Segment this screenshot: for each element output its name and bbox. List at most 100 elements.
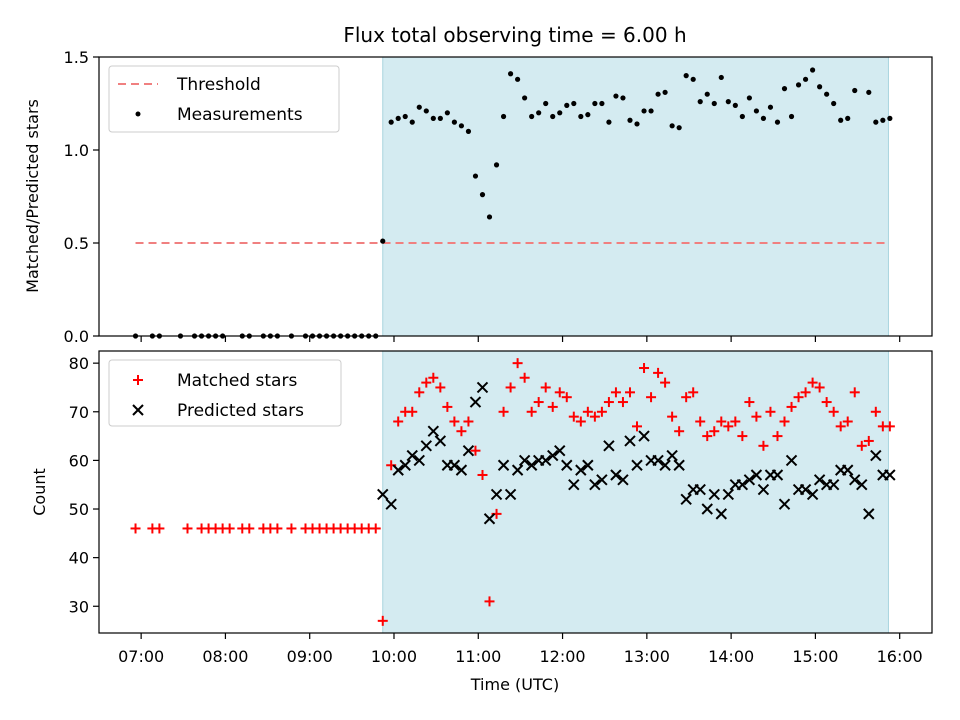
matched-point bbox=[863, 435, 874, 446]
measurement-point bbox=[515, 76, 521, 82]
predicted-point bbox=[490, 488, 503, 501]
top-y-ticks: 0.0 0.5 1.0 1.5 bbox=[64, 48, 99, 346]
measurement-point bbox=[683, 73, 689, 79]
matched-point bbox=[624, 387, 635, 398]
predicted-point bbox=[863, 508, 875, 520]
matched-point bbox=[674, 426, 685, 437]
measurement-point bbox=[676, 125, 682, 131]
matched-point bbox=[828, 406, 839, 417]
matched-legend-label: Matched stars bbox=[177, 371, 297, 391]
predicted-point bbox=[680, 493, 692, 506]
measurement-point bbox=[662, 89, 668, 95]
top-y-tick-label: 0.5 bbox=[64, 234, 89, 253]
x-axis-label: Time (UTC) bbox=[470, 675, 559, 694]
predicted-point bbox=[827, 478, 840, 491]
measurement-point bbox=[725, 99, 731, 105]
measurement-point bbox=[536, 110, 542, 116]
bottom-y-tick-label: 80 bbox=[69, 354, 89, 373]
measurement-point bbox=[655, 91, 661, 97]
predicted-point bbox=[673, 459, 685, 471]
matched-point bbox=[540, 382, 551, 393]
measurement-point bbox=[873, 119, 879, 125]
matched-point bbox=[695, 416, 706, 427]
predicted-point bbox=[554, 444, 566, 457]
matched-point bbox=[589, 411, 600, 422]
matched-point bbox=[512, 358, 523, 369]
measurement-point bbox=[388, 119, 394, 125]
predicted-point bbox=[399, 459, 411, 471]
measurement-point bbox=[571, 100, 577, 107]
top-panel: 0.0 0.5 1.0 1.5 Matched/Predicted stars bbox=[23, 48, 933, 346]
matched-point bbox=[765, 406, 776, 417]
measurement-point bbox=[416, 104, 422, 110]
bottom-y-tick-label: 50 bbox=[69, 500, 89, 519]
measurement-point bbox=[641, 108, 647, 114]
measurement-point bbox=[395, 115, 401, 121]
chart-title: Flux total observing time = 6.00 h bbox=[343, 23, 686, 47]
bottom-x-tick-label: 15:00 bbox=[792, 647, 838, 666]
top-legend: Threshold Measurements bbox=[108, 65, 340, 133]
matched-point bbox=[807, 377, 818, 388]
measurement-point bbox=[753, 108, 760, 114]
matched-point bbox=[779, 416, 790, 427]
measurement-point bbox=[500, 113, 507, 120]
matched-point bbox=[456, 426, 467, 437]
matched-point bbox=[244, 523, 255, 534]
predicted-point bbox=[666, 449, 678, 462]
predicted-point bbox=[406, 449, 418, 462]
matched-point bbox=[702, 431, 713, 442]
predicted-point bbox=[638, 430, 650, 442]
matched-point bbox=[442, 401, 453, 412]
predicted-point bbox=[525, 459, 538, 471]
matched-point bbox=[870, 406, 881, 417]
predicted-point bbox=[771, 469, 784, 481]
matched-point bbox=[667, 411, 678, 422]
matched-legend-swatch bbox=[133, 375, 143, 385]
predicted-point bbox=[575, 464, 587, 476]
measurement-point bbox=[409, 119, 415, 125]
measurement-point bbox=[493, 162, 500, 168]
matched-point bbox=[561, 392, 572, 403]
measurement-point bbox=[739, 113, 745, 120]
top-x-ticks bbox=[140, 336, 901, 342]
matched-point bbox=[737, 431, 748, 442]
measurement-point bbox=[880, 117, 886, 123]
predicted-point bbox=[813, 474, 826, 486]
measurement-point bbox=[437, 115, 443, 121]
matched-point bbox=[709, 426, 720, 437]
matched-point bbox=[526, 406, 537, 417]
bottom-x-ticks: 07:00 08:00 09:00 10:00 11:00 12:00 13:00 14:00… bbox=[118, 633, 923, 666]
measurement-point bbox=[458, 123, 465, 129]
predicted-point bbox=[856, 478, 868, 491]
measurement-point bbox=[767, 104, 774, 110]
measurement-point bbox=[585, 112, 591, 118]
matched-point bbox=[407, 406, 418, 417]
measurement-point bbox=[507, 71, 514, 77]
matched-point bbox=[470, 445, 481, 456]
measurement-point bbox=[444, 110, 450, 116]
predicted-point bbox=[870, 449, 882, 462]
bottom-x-tick-label: 16:00 bbox=[877, 647, 923, 666]
measurement-point bbox=[430, 115, 436, 121]
measurement-point bbox=[529, 113, 535, 120]
top-observing-window bbox=[382, 56, 889, 337]
measurement-point bbox=[838, 117, 844, 123]
matched-point bbox=[370, 523, 381, 534]
matched-point bbox=[639, 363, 650, 374]
predicted-point bbox=[518, 454, 531, 467]
measurement-point bbox=[380, 238, 386, 244]
measurement-point bbox=[774, 119, 781, 125]
measurement-point bbox=[543, 100, 549, 107]
measurement-point bbox=[648, 108, 654, 114]
predicted-point bbox=[715, 508, 727, 520]
top-axes-frame bbox=[98, 56, 933, 337]
predicted-point bbox=[785, 454, 798, 467]
matched-point bbox=[377, 615, 388, 626]
matched-point bbox=[519, 372, 530, 383]
predicted-point bbox=[427, 425, 440, 437]
predicted-point bbox=[694, 483, 706, 496]
predicted-point bbox=[462, 444, 475, 457]
predicted-legend-swatch bbox=[132, 404, 144, 416]
matched-point bbox=[786, 401, 797, 412]
